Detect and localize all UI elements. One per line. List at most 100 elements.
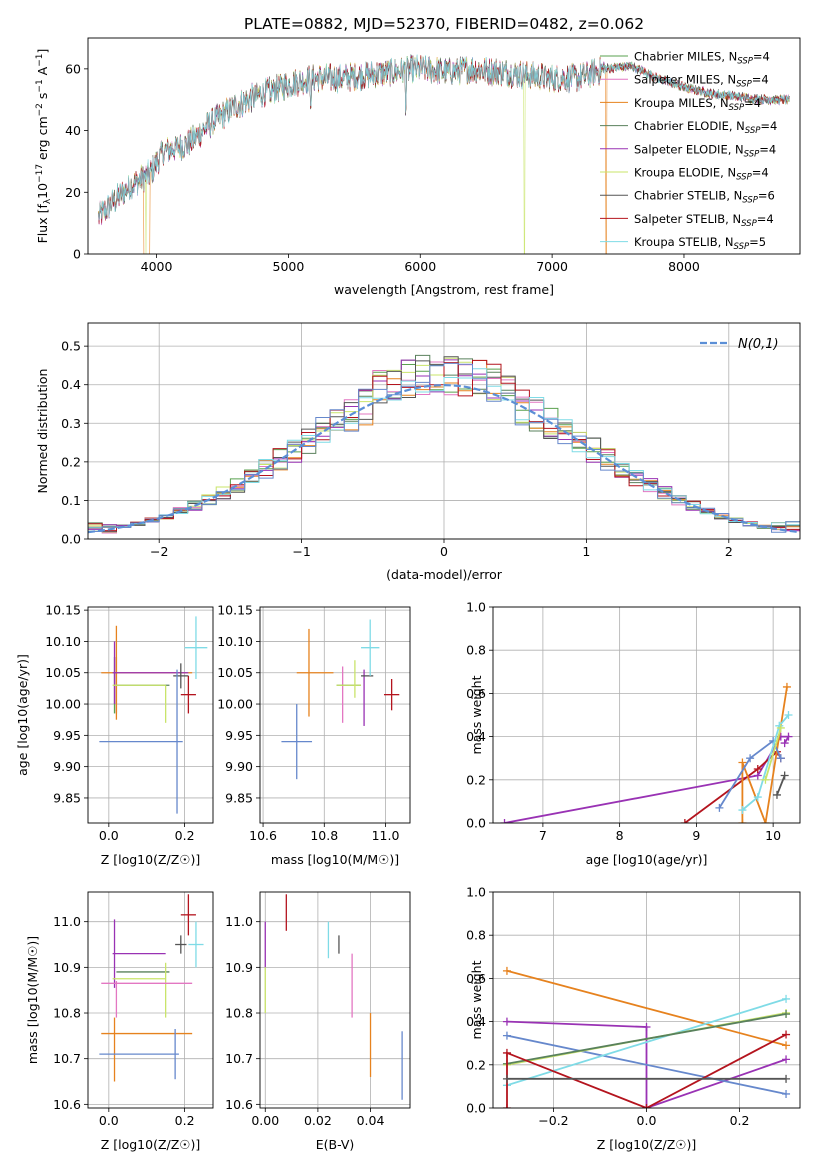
plot-area (98, 54, 790, 254)
weight-line-0 (506, 969, 787, 1047)
y-axis-label: age [log10(age/yr)] (15, 654, 30, 776)
x-tick-label: −2 (150, 544, 168, 559)
x-axis-label: wavelength [Angstrom, rest frame] (334, 282, 554, 297)
x-tick-label: −1 (292, 544, 310, 559)
y-tick-label: 10.10 (45, 634, 81, 649)
plus-marker (782, 1010, 791, 1019)
panel-age-vs-mass: 10.6 10.8 11.0 9.85 9.90 9.95 10.00 10.05 10.10 1… (217, 603, 411, 867)
y-tick-label: 10.8 (53, 1006, 81, 1021)
plus-marker (784, 711, 793, 719)
plus-marker (500, 819, 509, 823)
legend-label: N(0,1) (738, 337, 779, 352)
weight-line-5 (764, 727, 782, 781)
x-tick-label: −0.2 (538, 1113, 568, 1128)
legend-label: Kroupa STELIB, NSSP=5 (634, 235, 766, 252)
plus-marker (715, 803, 724, 812)
y-tick-label: 10.10 (217, 634, 253, 649)
gridlines (88, 607, 213, 823)
weight-line-2 (506, 1034, 787, 1095)
panel-weight-vs-age: 7 8 9 10 0.0 0.2 0.4 0.6 0.8 1.0 age [log10(age/yr… (466, 600, 801, 867)
plus-marker (502, 1017, 511, 1026)
x-axis-label: Z [log10(Z/Z☉)] (101, 1137, 201, 1152)
gridlines (260, 607, 410, 823)
x-tick-label: 11.0 (372, 828, 400, 843)
x-axis-label: (data-model)/error (386, 567, 503, 582)
x-tick-label: 0.0 (99, 828, 119, 843)
legend-label: Kroupa MILES, NSSP=4 (634, 96, 761, 113)
errorbar-point-10 (180, 675, 196, 714)
legend-label: Chabrier MILES, NSSP=4 (634, 50, 770, 67)
plus-marker (782, 1055, 791, 1064)
y-tick-label: 60 (65, 61, 81, 76)
plus-marker (780, 739, 789, 748)
y-tick-label: 0.0 (466, 1101, 486, 1116)
x-axis-label: Z [log10(Z/Z☉)] (597, 1137, 697, 1152)
y-tick-label: 0.0 (61, 532, 81, 547)
plot-area (502, 966, 791, 1108)
plus-marker (680, 819, 689, 823)
y-axis-label: Normed distribution (35, 369, 50, 494)
y-tick-label: 0.4 (466, 729, 486, 744)
plus-marker (776, 723, 785, 732)
y-tick-label: 11.0 (53, 914, 81, 929)
x-tick-label: 10.8 (310, 828, 338, 843)
legend-label: Salpeter ELODIE, NSSP=4 (634, 142, 776, 159)
plus-marker (753, 765, 762, 773)
x-tick-label: 8 (616, 828, 624, 843)
x-tick-label: 0.02 (304, 1113, 332, 1128)
plus-marker (642, 1104, 651, 1108)
plus-marker (753, 793, 762, 802)
y-tick-label: 10.00 (217, 697, 253, 712)
y-tick-label: 0.6 (466, 971, 486, 986)
y-tick-label: 0.8 (466, 928, 486, 943)
y-tick-label: 9.90 (53, 759, 81, 774)
x-axis-label: mass [log10(M/M☉)] (271, 852, 399, 867)
y-tick-label: 0.4 (466, 1014, 486, 1029)
gaussian-reference-curve (88, 383, 800, 534)
errorbar-point-2 (175, 935, 187, 954)
legend-label: Chabrier ELODIE, NSSP=4 (634, 119, 777, 136)
x-tick-label: 8000 (668, 259, 700, 274)
plus-marker (761, 819, 770, 823)
plot-area (264, 894, 403, 1100)
plot-area (281, 619, 400, 780)
y-axis-label: mass weight (469, 960, 484, 1039)
legend-label: Chabrier STELIB, NSSP=6 (634, 189, 775, 206)
y-tick-label: 40 (65, 123, 81, 138)
x-tick-label: 2 (725, 544, 733, 559)
y-axis-label: mass [log10(M/M☉)] (25, 936, 40, 1064)
x-tick-label: 0.2 (175, 1113, 195, 1128)
y-tick-label: 10.05 (217, 665, 253, 680)
y-tick-label: 0.4 (61, 377, 81, 392)
panel-weight-vs-Z: −0.2 0.0 0.2 0.0 0.2 0.4 0.6 0.8 1.0 Z [log10(Z/Z… (466, 885, 801, 1152)
plus-marker (502, 1048, 511, 1057)
y-tick-label: 0.1 (61, 493, 81, 508)
weight-line-2 (741, 686, 788, 823)
plus-marker (772, 790, 781, 799)
panel-mass-vs-EBV: 0.00 0.02 0.04 10.6 10.7 10.8 10.9 11.0 E(B-V) (225, 891, 411, 1152)
plus-marker (782, 1089, 791, 1098)
plus-marker (502, 1074, 511, 1083)
plus-marker (782, 1041, 791, 1050)
y-tick-label: 10.15 (217, 603, 253, 618)
y-tick-label: 20 (65, 185, 81, 200)
x-tick-label: 10.6 (249, 828, 277, 843)
y-tick-label: 0.5 (61, 339, 81, 354)
y-tick-label: 0.8 (466, 643, 486, 658)
x-tick-label: 4000 (141, 259, 173, 274)
plus-marker (782, 994, 791, 1003)
errorbar-point-0 (180, 894, 196, 936)
y-tick-label: 10.9 (53, 960, 81, 975)
y-tick-label: 10.00 (45, 697, 81, 712)
y-tick-label: 10.7 (225, 1051, 253, 1066)
plot-area (500, 682, 793, 823)
y-tick-label: 10.6 (53, 1097, 81, 1112)
plot-area (99, 894, 204, 1082)
gridlines (88, 892, 213, 1108)
y-tick-label: 0 (73, 247, 81, 262)
x-tick-label: 0 (440, 544, 448, 559)
y-tick-label: 10.7 (53, 1051, 81, 1066)
errorbar-point-11 (184, 616, 208, 679)
errorbar-point-8 (361, 619, 380, 676)
